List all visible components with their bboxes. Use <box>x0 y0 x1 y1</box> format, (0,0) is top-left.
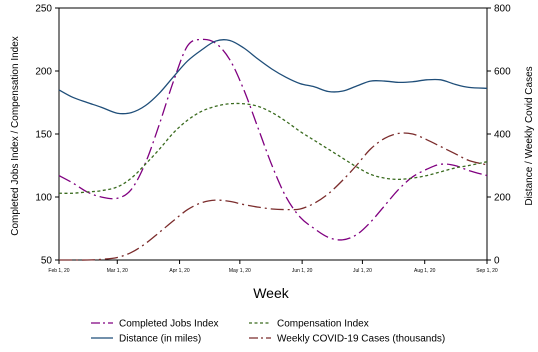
y-right-tick-label: 600 <box>494 67 511 78</box>
y-right-tick-label: 0 <box>494 256 500 267</box>
y-left-tick-label: 50 <box>41 256 53 267</box>
x-axis-title: Week <box>253 285 290 301</box>
x-tick-label: Mar 1, 20 <box>107 268 128 274</box>
x-tick-label: Apr 1, 20 <box>169 268 190 274</box>
y-left-tick-label: 250 <box>35 4 52 15</box>
x-tick-label: Feb 1, 20 <box>48 268 69 274</box>
x-tick-label: Jun 1, 20 <box>292 268 313 274</box>
series-line-weekly-covid-19-cases-thousands <box>59 132 488 261</box>
y-left-tick-label: 100 <box>35 193 52 204</box>
y-right-tick-label: 800 <box>494 4 511 15</box>
series-line-completed-jobs-index <box>58 38 488 241</box>
series-layer <box>58 38 488 261</box>
x-tick-label: May 1, 20 <box>229 268 251 274</box>
y-axis-left-title: Completed Jobs Index / Compensation Inde… <box>10 36 21 236</box>
y-right-tick-label: 400 <box>494 130 511 141</box>
series-line-distance-in-miles <box>58 39 488 115</box>
axes-layer: 50 100 150 200 250 0 200 400 600 800 Feb 1, 20 Mar … <box>35 4 511 275</box>
legend-label: Compensation Index <box>277 319 369 330</box>
x-tick-label: Sep 1, 20 <box>476 268 498 274</box>
y-right-tick-label: 200 <box>494 193 511 204</box>
legend-label: Weekly COVID-19 Cases (thousands) <box>277 334 445 345</box>
x-tick-label: Jul 1, 20 <box>353 268 372 274</box>
y-left-tick-label: 150 <box>35 130 52 141</box>
y-axis-right-title: Distance / Weekly Covid Cases <box>524 66 535 205</box>
legend-label: Completed Jobs Index <box>119 319 219 330</box>
legend: Completed Jobs Index Compensation Index Di… <box>91 319 445 345</box>
x-tick-label: Aug 1, 20 <box>414 268 436 274</box>
y-left-tick-label: 200 <box>35 67 52 78</box>
legend-label: Distance (in miles) <box>119 334 201 345</box>
